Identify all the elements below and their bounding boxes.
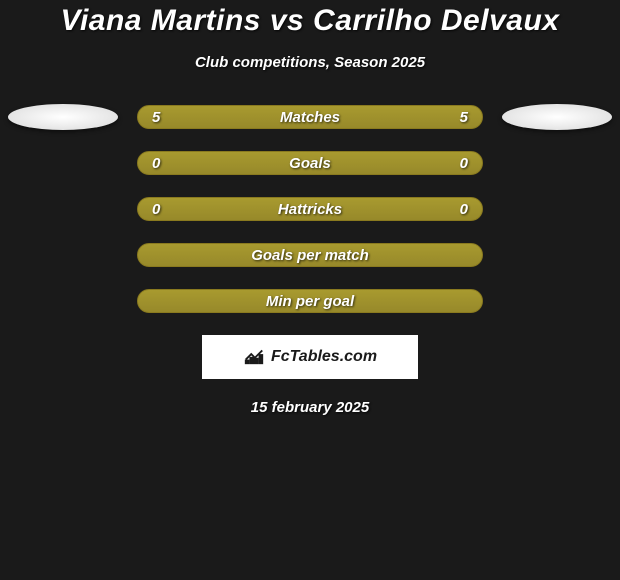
chart-icon: [243, 344, 265, 371]
left-ellipse: [8, 104, 118, 130]
page-title: Viana Martins vs Carrilho Delvaux: [0, 4, 620, 38]
stat-row: 0 Hattricks 0: [0, 197, 620, 221]
date-label: 15 february 2025: [0, 399, 620, 416]
stat-label: Goals: [289, 155, 331, 172]
stat-right-value: 5: [448, 109, 468, 126]
stat-left-value: 5: [152, 109, 172, 126]
stat-right-value: 0: [448, 201, 468, 218]
stats-list: 5 Matches 5 0 Goals 0 0 Hattricks 0 Goals per mat…: [0, 105, 620, 313]
stat-bar: 5 Matches 5: [137, 105, 483, 129]
stat-label: Min per goal: [266, 293, 354, 310]
stat-row: 5 Matches 5: [0, 105, 620, 129]
subtitle: Club competitions, Season 2025: [0, 54, 620, 71]
stat-left-value: 0: [152, 201, 172, 218]
stat-right-value: 0: [448, 155, 468, 172]
stat-bar: 0 Hattricks 0: [137, 197, 483, 221]
stat-row: 0 Goals 0: [0, 151, 620, 175]
stat-label: Hattricks: [278, 201, 342, 218]
right-ellipse: [502, 104, 612, 130]
source-badge: FcTables.com: [202, 335, 418, 379]
stat-row: Goals per match: [0, 243, 620, 267]
stat-label: Goals per match: [251, 247, 369, 264]
stat-bar: 0 Goals 0: [137, 151, 483, 175]
stat-row: Min per goal: [0, 289, 620, 313]
badge-text: FcTables.com: [271, 348, 377, 366]
stat-left-value: 0: [152, 155, 172, 172]
stat-label: Matches: [280, 109, 340, 126]
stat-bar: Goals per match: [137, 243, 483, 267]
stat-bar: Min per goal: [137, 289, 483, 313]
